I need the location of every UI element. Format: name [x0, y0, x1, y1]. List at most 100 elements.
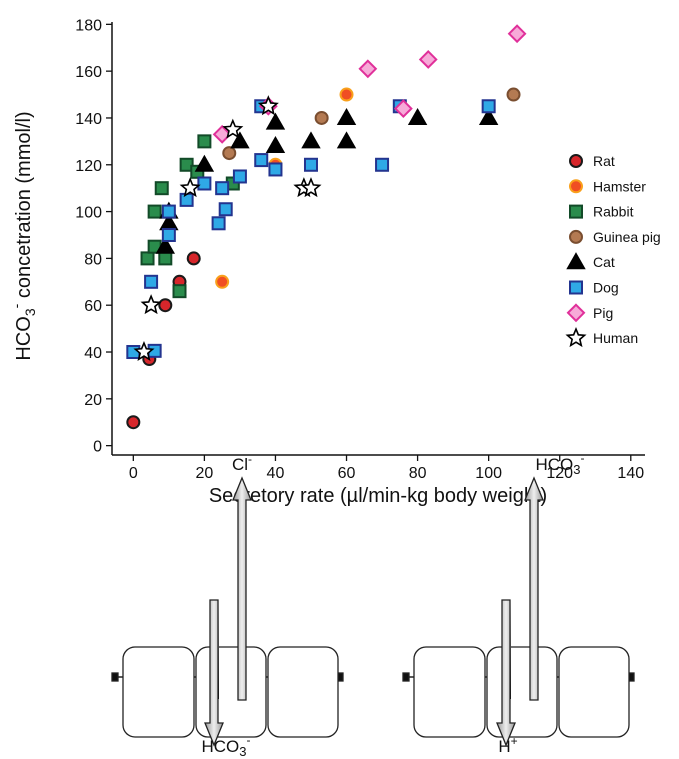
point [506, 87, 521, 102]
legend-marker [569, 154, 583, 168]
point [336, 107, 357, 125]
point [314, 110, 329, 125]
y-tick-label: 140 [75, 111, 102, 128]
diagram-label: HCO3- [201, 733, 250, 759]
label-sup: - [581, 451, 585, 465]
point [478, 107, 499, 125]
series [140, 134, 240, 299]
legend-label: Hamster [593, 178, 646, 194]
point [358, 59, 378, 79]
left-cells [111, 476, 344, 747]
point [301, 131, 321, 149]
point [257, 95, 279, 116]
label-sup: - [248, 452, 252, 466]
point [133, 340, 155, 361]
label-sub: 3 [573, 462, 580, 477]
point [215, 274, 230, 289]
point [230, 131, 250, 149]
legend-marker [569, 179, 583, 194]
legend-entry: Pig [566, 303, 613, 323]
x-tick-label: 40 [267, 465, 285, 482]
y-tick-label: 0 [93, 439, 102, 456]
series [126, 251, 201, 430]
x-tick-label: 140 [617, 465, 644, 482]
point [211, 216, 226, 231]
y-tick-label: 180 [75, 17, 102, 34]
plot: 0 20 40 60 80 100 120 140 0 20 40 60 80 100 120 140 160 1… [75, 17, 660, 482]
point [300, 177, 322, 198]
legend-marker [569, 280, 583, 295]
x-tick-label: 20 [195, 465, 213, 482]
point [212, 124, 232, 144]
y-label-sub: 3 [22, 308, 38, 316]
legend-marker [566, 252, 586, 270]
legend-label: Rabbit [593, 204, 634, 220]
point [303, 157, 318, 172]
x-axis-label: Secretory rate (µl/min-kg body weight) [209, 485, 547, 507]
point [268, 162, 283, 177]
legend-label: Human [593, 330, 638, 346]
legend-entry: Human [565, 327, 638, 348]
point [158, 298, 173, 313]
series [133, 95, 322, 361]
point [126, 415, 141, 430]
series [155, 107, 499, 254]
label-base: HCO [535, 455, 573, 474]
y-tick-label: 100 [75, 205, 102, 222]
label-sup: + [511, 734, 518, 748]
y-tick-label: 120 [75, 158, 102, 175]
point [179, 157, 194, 172]
point [172, 284, 187, 299]
legend-marker [569, 229, 583, 244]
legend-entry: Rat [569, 153, 615, 169]
y-tick-label: 20 [84, 392, 102, 409]
legend-entry: Guinea pig [569, 229, 661, 245]
legend-marker [566, 303, 586, 323]
point [265, 136, 286, 154]
y-label-rest: concetration (mmol/l) [13, 111, 35, 303]
point [265, 112, 286, 130]
legend-label: Dog [593, 280, 619, 296]
point [215, 181, 230, 196]
series [212, 24, 527, 144]
x-tick-label: 80 [409, 465, 427, 482]
point [339, 87, 354, 102]
point [179, 192, 194, 207]
label-sup: - [247, 733, 251, 747]
y-tick-label: 60 [84, 298, 102, 315]
y-tick-label: 40 [84, 345, 102, 362]
y-axis-label: HCO3- concetration (mmol/l) [8, 111, 38, 360]
legend-label: Guinea pig [593, 229, 661, 245]
point [336, 131, 357, 149]
legend-label: Cat [593, 254, 615, 270]
point [393, 99, 413, 119]
legend-entry: Hamster [569, 178, 646, 194]
point [186, 251, 201, 266]
diagram-label: HCO3- [535, 451, 584, 477]
legend-entry: Dog [569, 280, 619, 296]
point [507, 24, 527, 44]
point [179, 177, 201, 198]
right-cells [402, 476, 635, 747]
point [158, 251, 173, 266]
label-base: H [498, 737, 510, 756]
y-tick-label: 160 [75, 64, 102, 81]
legend-marker [569, 204, 583, 219]
transport-diagram [111, 476, 635, 747]
x-tick-label: 0 [129, 465, 138, 482]
point [161, 204, 176, 219]
point [407, 107, 428, 125]
point [222, 118, 244, 139]
point [140, 294, 162, 315]
legend-entry: Cat [566, 252, 615, 270]
legend-label: Pig [593, 305, 613, 321]
point [197, 134, 212, 149]
point [144, 274, 159, 289]
label-base: Cl [232, 455, 248, 474]
diagram-label: Cl- [232, 452, 252, 474]
legend-marker [565, 327, 587, 348]
legend-label: Rat [593, 153, 615, 169]
x-tick-label: 60 [338, 465, 356, 482]
y-tick-label: 80 [84, 251, 102, 268]
